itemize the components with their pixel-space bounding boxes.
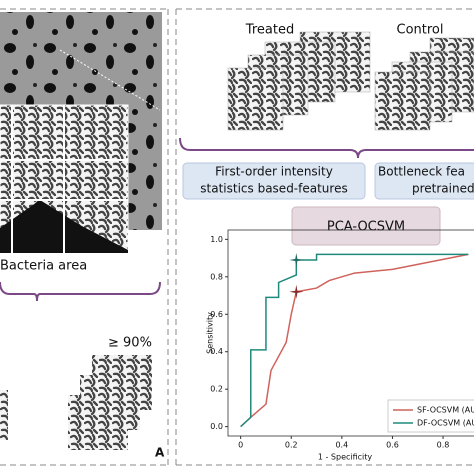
box-text: First-order intensity [215, 165, 333, 179]
control-stack [374, 37, 474, 131]
feature-box [182, 162, 366, 200]
y-tick-label: 0.6 [210, 310, 223, 319]
threshold-label: ≥ 90% [108, 336, 152, 351]
feature-box [374, 162, 474, 200]
legend-label: SF-OCSVM (AU [417, 406, 474, 415]
tile [68, 395, 128, 450]
x-tick-label: 0.4 [335, 441, 348, 450]
x-tick-label: 0.8 [437, 441, 450, 450]
box-text: statistics based-features [200, 182, 347, 196]
plot-frame [227, 229, 474, 437]
x-tick-label: 0 [238, 441, 243, 450]
y-axis-label: Sensitivity [206, 312, 215, 354]
y-tick-label: 0.2 [210, 385, 223, 394]
pca-box [291, 206, 441, 246]
panel-letter: A [155, 446, 165, 460]
bracket [179, 137, 474, 159]
zoom-line [59, 49, 161, 111]
tile [0, 390, 8, 440]
pca-text: PCA-OCSVM [327, 220, 405, 235]
box-text: pretrained [412, 182, 474, 196]
y-tick-label: 0.4 [210, 347, 223, 356]
y-tick-label: 1.0 [210, 235, 223, 244]
box-text: Bottleneck fea [378, 165, 465, 179]
legend-box [387, 399, 474, 433]
star-marker [289, 252, 304, 267]
treated-label: Treated [245, 23, 294, 38]
legend-label: DF-OCSVM (AU [417, 419, 474, 428]
x-tick-label: 0.6 [386, 441, 399, 450]
x-tick-label: 0.2 [285, 441, 298, 450]
y-tick-label: 0.0 [210, 422, 223, 431]
bracket [0, 281, 161, 302]
treated-stack [227, 31, 371, 131]
star-marker [289, 284, 304, 299]
roc-chart: 0.0 0.2 0.4 0.6 0.8 1.0 0 0.2 0.4 0.6 0.8 1 - Speci… [206, 229, 474, 462]
y-tick-label: 0.8 [210, 272, 223, 281]
x-axis-label: 1 - Specificity [318, 453, 373, 462]
control-label: Control [397, 23, 444, 38]
bacteria-label: Bacteria area [0, 259, 87, 274]
roc-line [240, 253, 469, 428]
grid-lines [0, 105, 128, 253]
frames [0, 8, 474, 466]
